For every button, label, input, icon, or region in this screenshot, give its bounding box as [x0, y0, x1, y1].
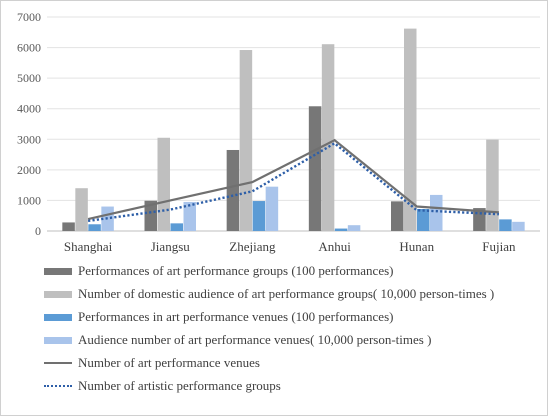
legend-swatch	[44, 290, 72, 298]
y-tick-label-5: 5000	[17, 71, 41, 85]
legend-label: Performances in art performance venues (…	[78, 309, 394, 324]
bar-s1-hunan	[404, 28, 417, 232]
bar-s3-fujian	[512, 221, 525, 231]
x-tick-label-fujian: Fujian	[482, 239, 516, 254]
legend-item-5: Number of artistic performance groups	[44, 377, 281, 395]
x-tick-label-anhui: Anhui	[318, 239, 351, 254]
y-tick-label-6: 6000	[17, 41, 41, 55]
y-tick-label-2: 2000	[17, 163, 41, 177]
legend-swatch	[44, 313, 72, 321]
legend-item-1: Number of domestic audience of art perfo…	[44, 285, 494, 303]
y-tick-label-0: 0	[35, 224, 41, 238]
bar-s3-anhui	[347, 225, 361, 231]
bar-s0-zhejiang	[226, 149, 240, 231]
bar-s0-shanghai	[62, 222, 75, 231]
legend-label: Number of domestic audience of art perfo…	[78, 286, 495, 301]
x-tick-label-zhejiang: Zhejiang	[229, 239, 276, 254]
legend-swatch	[44, 336, 72, 344]
bar-s2-fujian	[499, 219, 512, 231]
bar-s3-hunan	[430, 194, 443, 231]
bar-s1-jiangsu	[157, 137, 170, 231]
y-tick-label-4: 4000	[17, 102, 41, 116]
legend-label: Audience number of art performance venue…	[78, 332, 432, 347]
bar-s2-hunan	[417, 208, 430, 231]
bar-s3-jiangsu	[183, 201, 196, 231]
bar-s1-shanghai	[75, 188, 88, 231]
legend-swatch	[44, 267, 72, 275]
chart-plot: 0 1000 2000 3000 4000 5000 6000 7000 Shanghai Jia…	[17, 10, 540, 254]
bar-s1-anhui	[321, 44, 335, 231]
bar-s3-zhejiang	[265, 186, 279, 231]
legend-line-marker	[44, 385, 72, 387]
bar-s2-jiangsu	[170, 223, 183, 231]
y-tick-label-3: 3000	[17, 132, 41, 146]
bar-s0-anhui	[308, 106, 322, 231]
legend-item-3: Audience number of art performance venue…	[44, 331, 431, 349]
bar-s1-fujian	[486, 139, 499, 231]
bar-s2-shanghai	[88, 224, 101, 231]
legend-line-marker	[44, 362, 72, 364]
legend-label: Number of artistic performance groups	[78, 378, 281, 393]
legend-item-2: Performances in art performance venues (…	[44, 308, 393, 326]
bar-s2-zhejiang	[252, 201, 266, 231]
legend-label: Number of art performance venues	[78, 355, 260, 370]
x-tick-label-shanghai: Shanghai	[64, 239, 113, 254]
bar-s2-anhui	[334, 228, 348, 231]
x-tick-label-jiangsu: Jiangsu	[151, 239, 191, 254]
y-tick-label-1: 1000	[17, 193, 41, 207]
line-series-4	[87, 138, 499, 221]
bar-s0-jiangsu	[144, 200, 157, 231]
bar-s0-hunan	[391, 201, 404, 231]
bar-s1-zhejiang	[239, 50, 253, 231]
legend-item-4: Number of art performance venues	[44, 354, 260, 372]
y-tick-label-7: 7000	[17, 10, 41, 24]
x-tick-label-hunan: Hunan	[399, 239, 434, 254]
legend-item-0: Performances of art performance groups (…	[44, 262, 393, 280]
legend-label: Performances of art performance groups (…	[78, 263, 394, 278]
